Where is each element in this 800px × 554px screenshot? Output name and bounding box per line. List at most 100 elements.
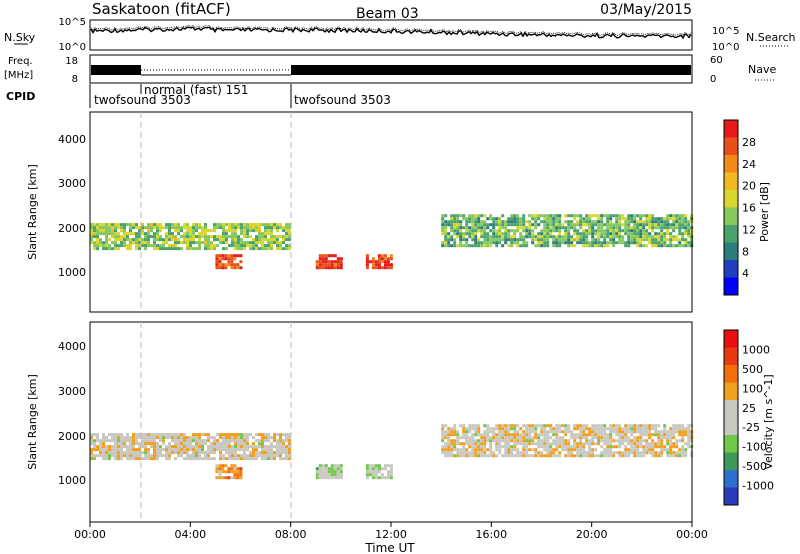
heatmap-cell [606,217,610,221]
heatmap-cell [639,220,643,224]
heatmap-cell [237,442,240,446]
heatmap-cell [558,451,562,455]
heatmap-cell [285,244,288,248]
heatmap-cell [230,467,234,471]
heatmap-cell [627,241,631,245]
heatmap-cell [450,442,454,446]
heatmap-cell [642,448,646,452]
heatmap-cell [543,214,547,218]
heatmap-cell [624,223,628,227]
heatmap-cell [389,257,393,261]
heatmap-cell [663,424,667,428]
heatmap-cell [96,223,99,227]
heatmap-cell [330,476,334,480]
heatmap-cell [444,445,448,449]
heatmap-cell [219,457,222,461]
heatmap-cell [651,217,655,221]
heatmap-cell [591,442,595,446]
heatmap-cell [579,226,583,230]
heatmap-cell [684,427,688,431]
heatmap-cell [162,454,165,458]
heatmap-cell [567,424,571,428]
heatmap-cell [111,247,114,251]
heatmap-cell [189,232,192,236]
heatmap-cell [174,229,177,233]
heatmap-cell [261,247,264,251]
heatmap-cell [567,454,571,458]
heatmap-cell [177,442,180,446]
heatmap-cell [225,229,228,233]
heatmap-cell [165,436,168,440]
heatmap-cell [222,226,225,230]
heatmap-cell [648,238,652,242]
heatmap-cell [186,229,189,233]
heatmap-cell [618,220,622,224]
heatmap-cell [618,229,622,233]
heatmap-cell [324,467,328,471]
heatmap-cell [639,445,643,449]
heatmap-cell [258,454,261,458]
heatmap-cell [630,448,634,452]
heatmap-cell [447,433,451,437]
heatmap-cell [117,223,120,227]
heatmap-cell [246,223,249,227]
heatmap-cell [501,439,505,443]
heatmap-cell [651,427,655,431]
heatmap-cell [555,439,559,443]
heatmap-cell [537,244,541,248]
heatmap-cell [618,241,622,245]
heatmap-cell [510,424,514,428]
heatmap-cell [456,244,460,248]
heatmap-cell [141,244,144,248]
heatmap-cell [540,229,544,233]
heatmap-cell [555,241,559,245]
heatmap-cell [507,238,511,242]
heatmap-cell [138,442,141,446]
heatmap-cell [279,247,282,251]
heatmap-cell [555,436,559,440]
heatmap-cell [453,454,457,458]
heatmap-cell [105,247,108,251]
heatmap-cell [687,433,691,437]
heatmap-cell [597,235,601,239]
heatmap-cell [606,442,610,446]
heatmap-cell [90,457,93,461]
heatmap-cell [159,238,162,242]
heatmap-cell [594,454,598,458]
heatmap-cell [492,226,496,230]
heatmap-cell [642,445,646,449]
heatmap-cell [114,247,117,251]
heatmap-cell [564,238,568,242]
heatmap-cell [219,445,222,449]
heatmap-cell [186,238,189,242]
power-panel-frame [89,111,693,313]
heatmap-cell [141,232,144,236]
heatmap-cell [666,436,670,440]
heatmap-cell [183,241,186,245]
heatmap-cell [468,217,472,221]
heatmap-cell [207,229,210,233]
heatmap-cell [522,214,526,218]
heatmap-cell [315,266,319,270]
heatmap-cell [117,247,120,251]
heatmap-cell [606,436,610,440]
heatmap-cell [138,448,141,452]
heatmap-cell [321,254,325,258]
heatmap-cell [525,442,529,446]
heatmap-cell [186,241,189,245]
heatmap-cell [273,241,276,245]
heatmap-cell [282,229,285,233]
heatmap-cell [144,241,147,245]
heatmap-cell [492,433,496,437]
heatmap-cell [597,433,601,437]
heatmap-cell [591,241,595,245]
heatmap-cell [537,439,541,443]
heatmap-cell [519,223,523,227]
heatmap-cell [537,442,541,446]
heatmap-cell [123,451,126,455]
heatmap-cell [624,436,628,440]
heatmap-cell [371,266,375,270]
heatmap-cell [681,220,685,224]
heatmap-cell [633,214,637,218]
heatmap-cell [663,235,667,239]
